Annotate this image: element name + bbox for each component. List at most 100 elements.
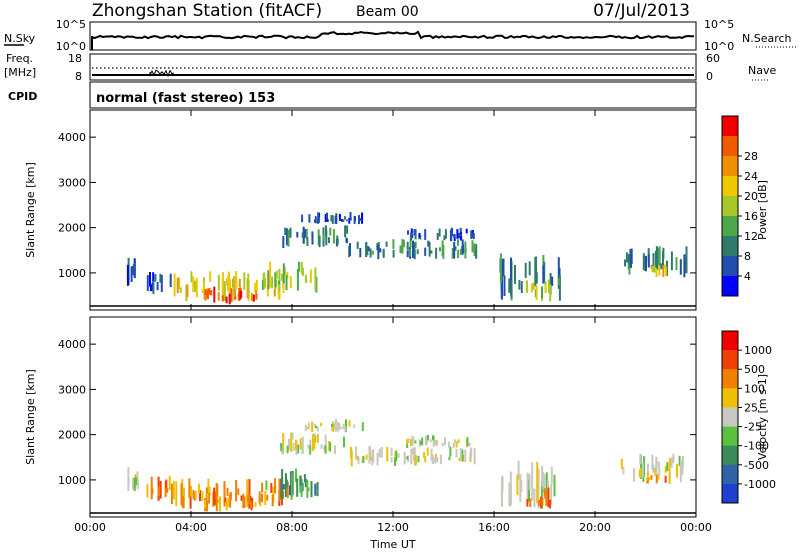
power-echo-cell	[243, 272, 246, 290]
velocity-echo-cell	[348, 420, 351, 427]
velocity-echo-cell	[651, 454, 654, 470]
velocity-echo-cell	[280, 444, 283, 452]
power-echo-cell	[335, 213, 338, 224]
power-echo-region	[650, 264, 668, 278]
velocity-echo-cell	[508, 482, 511, 507]
power-echo-cell	[278, 280, 281, 285]
velocity-colorbar-swatch	[722, 483, 738, 504]
velocity-ytick-label: 1000	[58, 474, 86, 487]
velocity-echo-cell	[633, 468, 636, 482]
velocity-echo-cell	[455, 441, 458, 448]
power-echo-cell	[255, 293, 258, 300]
nsky-trace	[91, 30, 694, 40]
power-echo-cell	[267, 270, 270, 290]
power-echo-cell	[328, 237, 330, 244]
power-echo-region	[261, 261, 318, 293]
velocity-echo-cell	[436, 441, 439, 446]
power-echo-cell	[464, 241, 467, 259]
power-echo-cell	[407, 230, 409, 235]
power-echo-cell	[176, 277, 179, 294]
velocity-echo-cell	[344, 426, 347, 432]
velocity-echo-cell	[431, 454, 434, 465]
velocity-echo-cell	[172, 481, 175, 500]
velocity-echo-cell	[303, 474, 306, 483]
velocity-echo-cell	[247, 494, 250, 503]
velocity-echo-region	[620, 453, 684, 485]
power-echo-cell	[413, 242, 416, 258]
power-echo-cell	[341, 218, 344, 222]
velocity-echo-cell	[291, 432, 294, 440]
velocity-echo-cell	[432, 435, 434, 441]
power-echo-cell	[201, 288, 204, 293]
power-colorbar-swatch	[722, 136, 738, 157]
power-echo-cell	[458, 233, 460, 239]
power-echo-region	[526, 279, 552, 302]
power-echo-cell	[392, 249, 395, 258]
velocity-echo-cell	[295, 468, 297, 483]
velocity-echo-cell	[266, 494, 269, 501]
power-colorbar: 4 8 12 16 20 24 28	[721, 115, 758, 297]
velocity-echo-cell	[425, 435, 428, 446]
freq-tick-high: 18	[68, 52, 82, 65]
power-echo-region	[203, 286, 258, 305]
power-echo-cell	[377, 245, 380, 260]
power-echo-cell	[653, 265, 656, 273]
velocity-echo-cell	[540, 496, 543, 509]
power-colorbar-swatch	[722, 236, 738, 257]
power-echo-cell	[662, 251, 664, 268]
power-echo-cell	[326, 219, 329, 222]
power-echo-cell	[427, 240, 430, 247]
power-echo-cell	[501, 259, 503, 300]
velocity-echo-cell	[516, 474, 519, 496]
power-echo-cell	[450, 232, 453, 241]
velocity-echo-cell	[664, 475, 667, 483]
power-echo-cell	[549, 273, 552, 295]
power-echo-cell	[683, 254, 686, 278]
power-echo-cell	[361, 213, 364, 218]
power-echo-cell	[263, 272, 266, 289]
velocity-echo-cell	[224, 497, 227, 503]
nsearch-label: N.Search	[742, 32, 792, 45]
power-echo-cell	[300, 261, 303, 275]
velocity-echo-cell	[406, 456, 409, 460]
power-echo-cell	[230, 289, 233, 303]
power-colorbar-label: Power [dB]	[756, 180, 769, 240]
velocity-echo-cell	[246, 479, 249, 498]
power-echo-cell	[217, 292, 220, 301]
power-echo-cell	[202, 281, 205, 290]
velocity-echo-cell	[678, 455, 681, 467]
power-ytick-label: 4000	[58, 131, 86, 144]
power-echo-cell	[266, 284, 269, 297]
velocity-echo-cell	[664, 466, 667, 473]
velocity-echo-cell	[206, 500, 209, 512]
velocity-echo-cell	[417, 455, 420, 463]
power-echo-cell	[645, 255, 647, 272]
power-echo-cell	[655, 268, 658, 278]
velocity-echo-cell	[423, 452, 426, 458]
velocity-ytick-label: 3000	[58, 383, 86, 396]
velocity-echo-region	[203, 493, 263, 512]
velocity-echo-cell	[650, 475, 653, 480]
power-echo-cell	[186, 284, 189, 298]
power-echo-cell	[547, 279, 550, 294]
velocity-echo-cell	[365, 454, 368, 460]
velocity-echo-cell	[235, 480, 238, 502]
velocity-echo-cell	[237, 488, 240, 495]
velocity-echo-cell	[414, 440, 417, 444]
power-echo-cell	[289, 276, 292, 289]
power-echo-cell	[424, 247, 427, 256]
power-echo-cell	[457, 249, 460, 258]
velocity-echo-cell	[164, 481, 167, 498]
velocity-echo-cell	[412, 447, 415, 454]
nsky-tick-high: 10^5	[56, 18, 86, 31]
power-echo-cell	[227, 275, 230, 291]
power-echo-cell	[392, 239, 395, 249]
power-echo-cell	[435, 247, 438, 259]
velocity-echo-cell	[271, 494, 274, 507]
velocity-echo-cell	[393, 457, 396, 467]
velocity-echo-cell	[439, 454, 442, 465]
power-echo-cell	[660, 263, 663, 270]
velocity-echo-cell	[189, 495, 192, 509]
power-echo-cell	[473, 243, 476, 257]
power-echo-cell	[557, 278, 560, 286]
